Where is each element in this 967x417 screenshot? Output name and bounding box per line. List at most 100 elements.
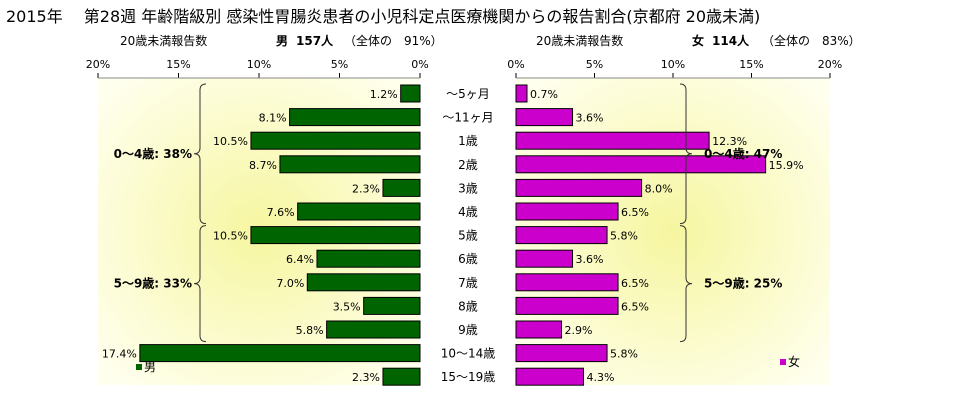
male-bars: 1.2%8.1%10.5%8.7%2.3%7.6%10.5%6.4%7.0%3.… xyxy=(102,84,421,386)
category-label: 8歳 xyxy=(458,299,478,313)
female-value-label: 6.5% xyxy=(621,300,649,313)
female-legend-swatch xyxy=(780,359,786,365)
right-subtitle-count: 114人 xyxy=(712,33,750,48)
male-x-tick-label: 15% xyxy=(166,58,190,71)
female-bar xyxy=(515,296,619,315)
male-bar xyxy=(250,226,421,245)
male-bar xyxy=(382,367,421,386)
category-label: 4歳 xyxy=(458,205,478,219)
left-subtitle-sex: 男 xyxy=(276,34,288,48)
male-group-label: 5～9歳: 33% xyxy=(114,276,192,291)
female-value-label: 6.5% xyxy=(621,206,649,219)
male-bar xyxy=(139,344,421,363)
female-bars: 0.7% 3.6% 12.3% 15.9% 8.0% 6.5% 5.8% 3.6% 6.5% 6.… xyxy=(515,84,804,386)
category-label: 1歳 xyxy=(458,134,478,148)
male-bar xyxy=(289,108,421,127)
male-bar xyxy=(316,249,421,268)
male-value-label: 2.3% xyxy=(352,371,380,384)
male-value-label: 7.6% xyxy=(267,206,295,219)
female-bar xyxy=(515,320,563,339)
male-bar xyxy=(250,131,421,150)
male-value-label: 10.5% xyxy=(213,230,248,243)
category-label: 9歳 xyxy=(458,323,478,337)
male-x-tick-label: 20% xyxy=(86,58,110,71)
male-bar xyxy=(279,155,421,174)
female-x-tick-label: 10% xyxy=(661,58,685,71)
female-group-label: 5～9歳: 25% xyxy=(704,276,782,291)
male-x-tick-label: 0% xyxy=(411,58,428,71)
female-x-axis: 0% 5% 10% 15% 20% xyxy=(507,58,842,79)
male-value-label: 10.5% xyxy=(213,135,248,148)
female-bar xyxy=(515,178,643,197)
category-label: ～11ヶ月 xyxy=(442,111,493,125)
female-bar xyxy=(515,131,710,150)
female-value-label: 2.9% xyxy=(565,324,593,337)
male-value-label: 2.3% xyxy=(352,182,380,195)
female-x-tick-label: 15% xyxy=(739,58,763,71)
female-bar xyxy=(515,108,574,127)
male-value-label: 1.2% xyxy=(370,88,398,101)
age-group-brackets: 0～4歳: 38% 5～9歳: 33% 0～4歳: 47% 5～9歳: 25% xyxy=(114,83,782,343)
female-legend-label: 女 xyxy=(788,354,800,369)
female-value-label: 3.6% xyxy=(576,112,604,125)
category-label: 6歳 xyxy=(458,252,478,266)
male-x-axis: 20% 15% 10% 5% 0% xyxy=(86,58,429,79)
female-value-label: 4.3% xyxy=(587,371,615,384)
category-label: 10～14歳 xyxy=(441,347,496,361)
female-bar xyxy=(515,367,585,386)
left-subtitle-ratio: （全体の 91%） xyxy=(344,33,443,48)
male-group-bracket xyxy=(193,225,207,343)
female-value-label: 15.9% xyxy=(769,159,804,172)
female-group-bracket xyxy=(679,83,693,225)
female-bar xyxy=(515,273,619,292)
male-value-label: 6.4% xyxy=(286,253,314,266)
female-group-label: 0～4歳: 47% xyxy=(704,146,782,161)
male-bar xyxy=(326,320,421,339)
left-subtitle-label: 20歳未満報告数 xyxy=(120,33,207,48)
female-bar xyxy=(515,84,528,103)
right-subtitle-label: 20歳未満報告数 xyxy=(536,33,623,48)
male-bar xyxy=(306,273,421,292)
category-label: ～5ヶ月 xyxy=(446,87,490,101)
category-labels: ～5ヶ月 ～11ヶ月 1歳 2歳 3歳 4歳 5歳 6歳 7歳 8歳 9歳 10～14歳 15～19歳 xyxy=(441,87,496,384)
category-label: 3歳 xyxy=(458,181,478,195)
female-bar xyxy=(515,226,608,245)
female-value-label: 8.0% xyxy=(645,182,673,195)
male-x-tick-label: 5% xyxy=(331,58,348,71)
category-label: 5歳 xyxy=(458,229,478,243)
male-bar xyxy=(382,178,421,197)
right-subtitle-ratio: （全体の 83%） xyxy=(762,33,861,48)
chart-title: 2015年 第28週 年齢階級別 感染性胃腸炎患者の小児科定点医療機関からの報告… xyxy=(6,7,760,26)
male-legend-label: 男 xyxy=(144,360,156,374)
female-group-bracket xyxy=(679,225,693,343)
female-bar xyxy=(515,202,619,221)
male-group-label: 0～4歳: 38% xyxy=(114,146,192,161)
male-bar xyxy=(363,296,421,315)
male-bar xyxy=(297,202,421,221)
female-bar xyxy=(515,344,608,363)
male-value-label: 3.5% xyxy=(333,300,361,313)
male-value-label: 5.8% xyxy=(296,324,324,337)
female-value-label: 0.7% xyxy=(530,88,558,101)
legends: 男女 xyxy=(136,354,800,374)
female-x-tick-label: 0% xyxy=(507,58,524,71)
female-value-label: 6.5% xyxy=(621,277,649,290)
female-bar xyxy=(515,155,767,174)
male-group-bracket xyxy=(193,83,207,225)
female-value-label: 5.8% xyxy=(610,230,638,243)
female-bar xyxy=(515,249,574,268)
male-value-label: 7.0% xyxy=(276,277,304,290)
male-legend-swatch xyxy=(136,364,142,370)
male-bar xyxy=(400,84,421,103)
female-x-tick-label: 20% xyxy=(818,58,842,71)
female-value-label: 3.6% xyxy=(576,253,604,266)
right-subtitle-sex: 女 xyxy=(692,33,704,48)
category-label: 15～19歳 xyxy=(441,370,496,384)
male-value-label: 17.4% xyxy=(102,348,137,361)
male-value-label: 8.7% xyxy=(249,159,277,172)
left-subtitle-count: 157人 xyxy=(296,33,334,48)
female-value-label: 12.3% xyxy=(712,135,747,148)
female-x-tick-label: 5% xyxy=(586,58,603,71)
